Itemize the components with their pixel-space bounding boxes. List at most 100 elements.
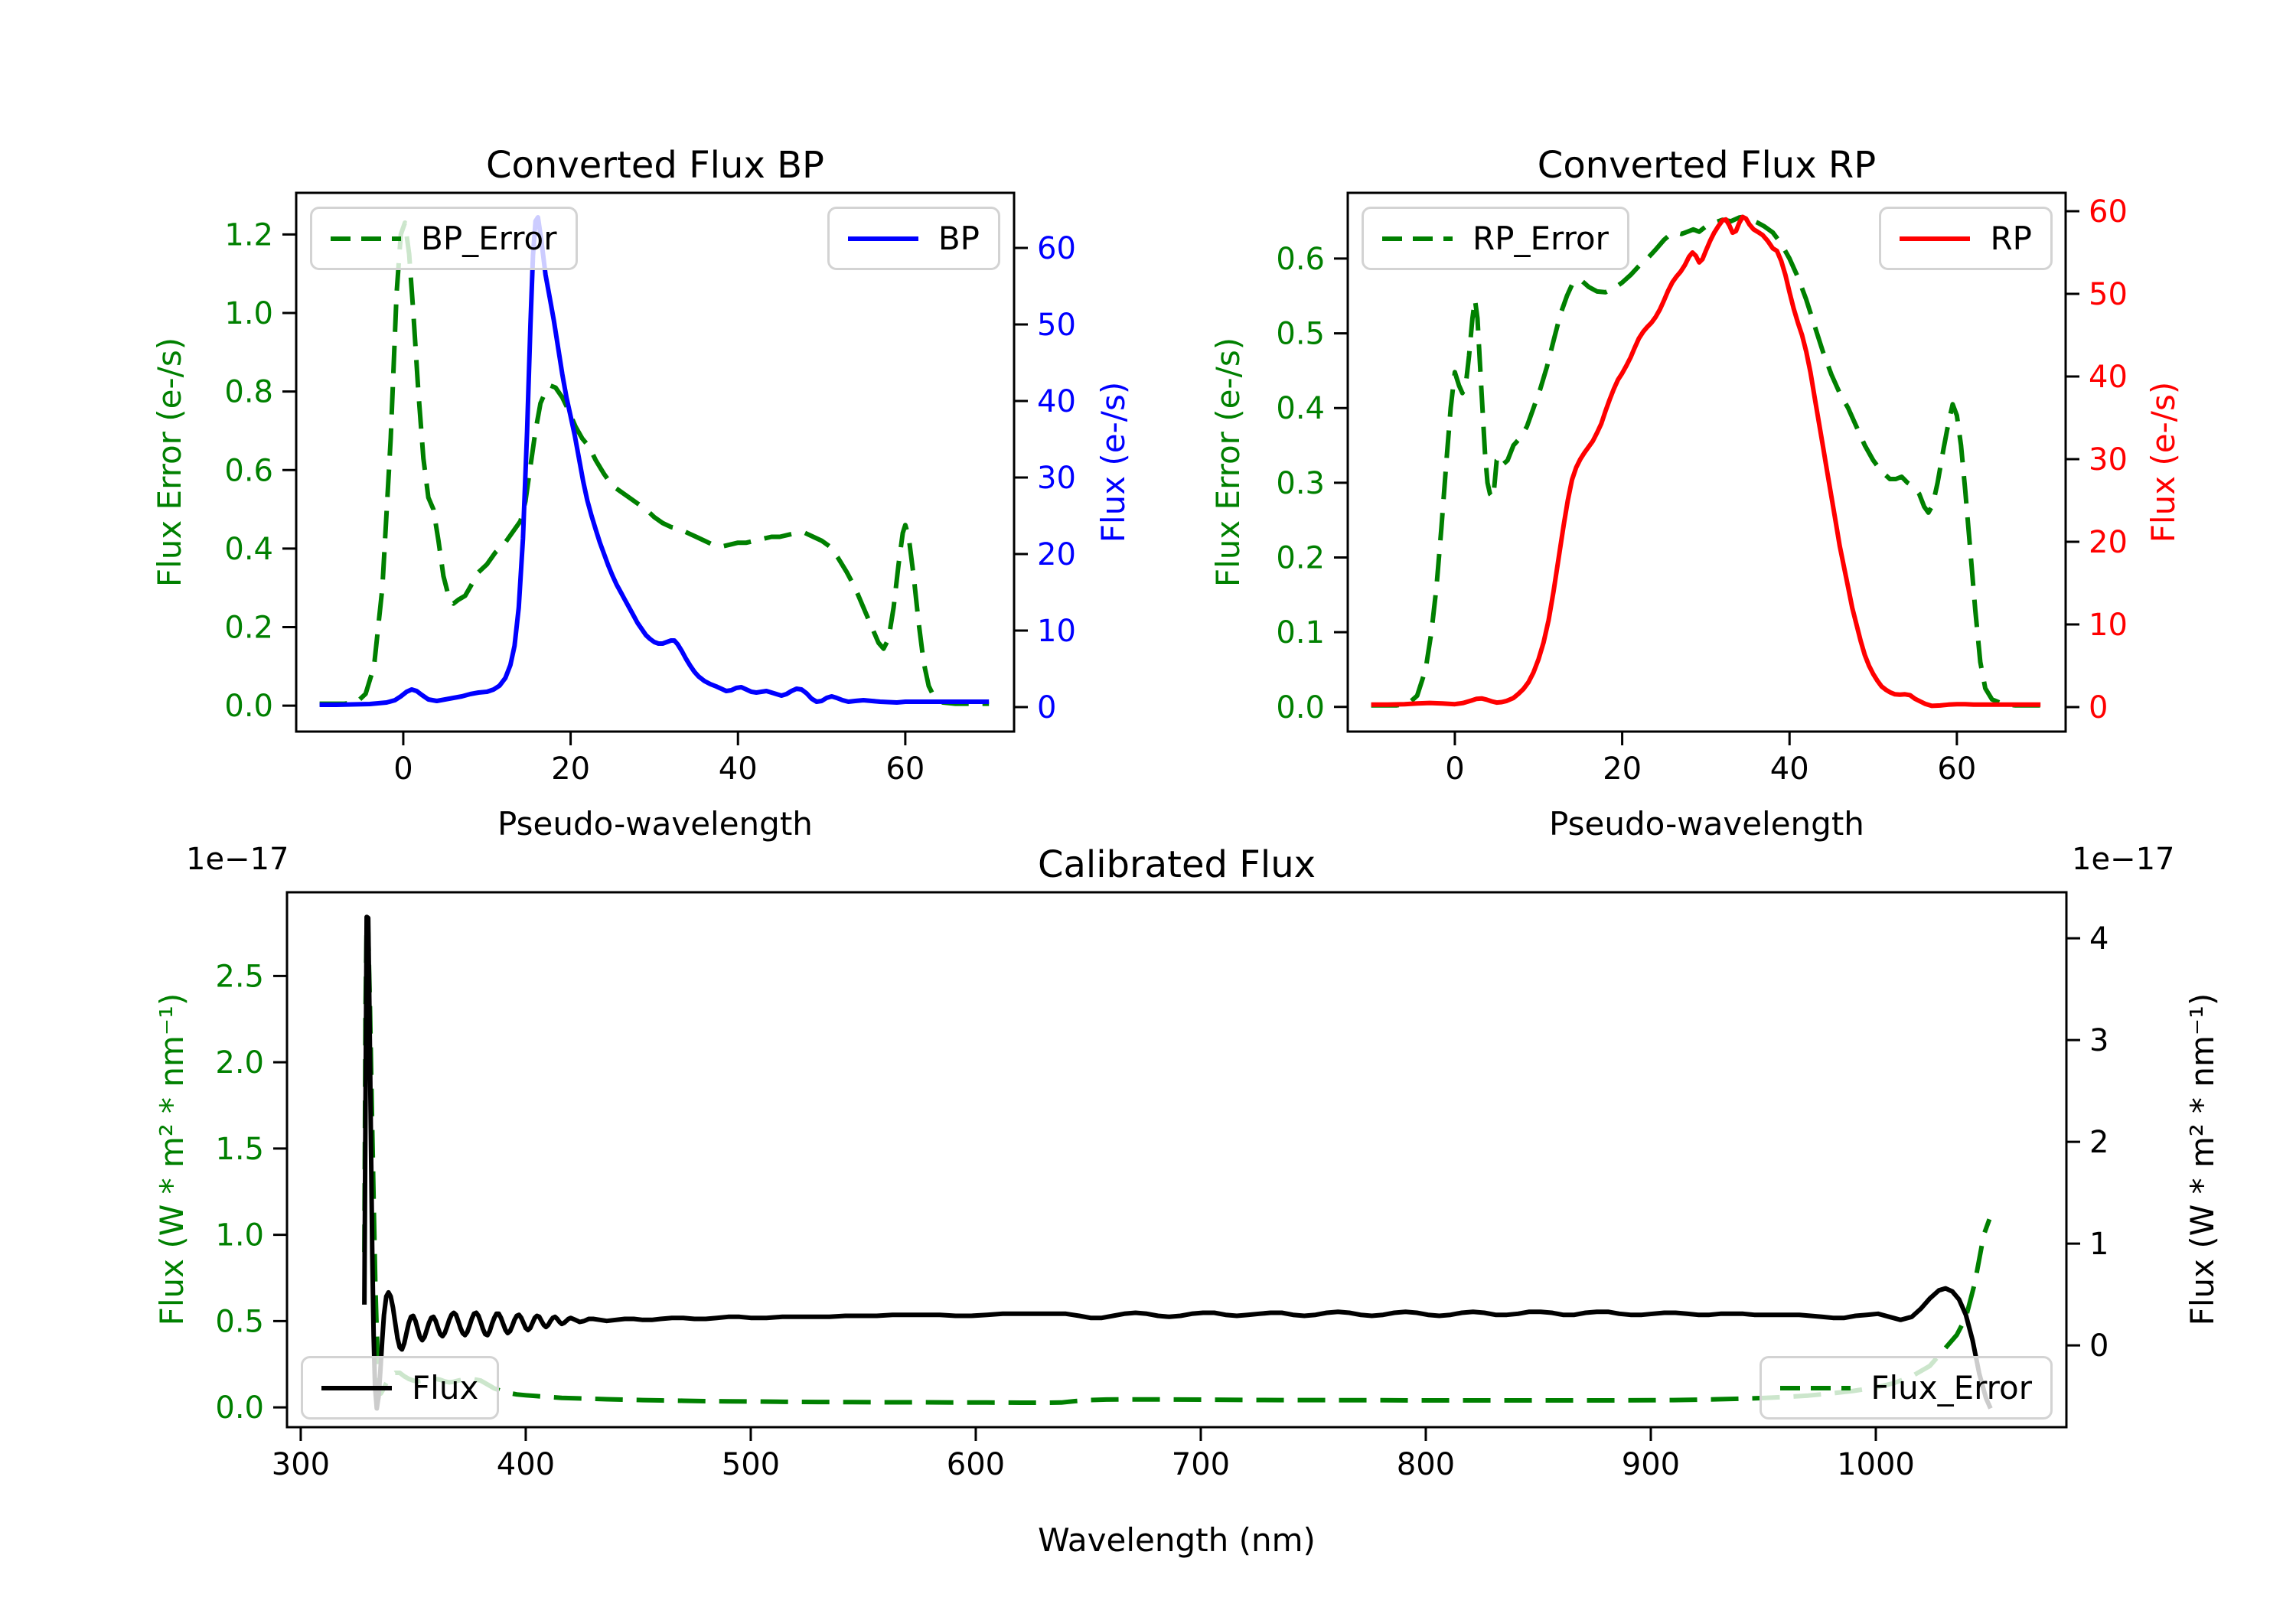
svg-text:60: 60 (2089, 194, 2128, 230)
svg-text:30: 30 (2089, 442, 2128, 478)
svg-text:0.8: 0.8 (224, 375, 273, 410)
legend-label-rp-error: RP_Error (1473, 220, 1609, 257)
svg-text:0.0: 0.0 (1276, 690, 1325, 725)
svg-text:20: 20 (1603, 751, 1642, 787)
bp-error-line-icon (331, 236, 401, 241)
legend-label-rp: RP (1990, 220, 2032, 257)
svg-text:40: 40 (1037, 384, 1076, 419)
xlabel-bp: Pseudo-wavelength (497, 805, 813, 843)
svg-text:0.2: 0.2 (224, 611, 273, 646)
svg-text:0.4: 0.4 (224, 532, 273, 567)
svg-text:0: 0 (1037, 690, 1056, 725)
svg-text:800: 800 (1397, 1447, 1455, 1482)
ylabel-rp-flux-error: Flux Error (e-/s) (1209, 337, 1247, 588)
rp-line-icon (1900, 236, 1971, 241)
flux-curve (362, 914, 1993, 1411)
svg-text:0: 0 (2089, 690, 2108, 725)
svg-text:0: 0 (393, 751, 413, 787)
legend-label-bp-error: BP_Error (421, 220, 557, 257)
svg-text:300: 300 (272, 1447, 330, 1482)
title-calibrated-flux: Calibrated Flux (1037, 843, 1316, 886)
title-converted-flux-rp: Converted Flux RP (1537, 144, 1877, 187)
spines-rp (1346, 191, 2067, 733)
legend-label-bp: BP (938, 220, 980, 257)
svg-text:20: 20 (1037, 537, 1076, 572)
svg-text:0: 0 (2089, 1328, 2108, 1364)
legend-bp-error: BP_Error (310, 207, 578, 270)
svg-text:40: 40 (719, 751, 758, 787)
legend-label-flux: Flux (412, 1369, 479, 1407)
svg-text:20: 20 (551, 751, 590, 787)
svg-text:60: 60 (885, 751, 925, 787)
svg-text:60: 60 (1937, 751, 1976, 787)
svg-text:0.1: 0.1 (1276, 615, 1325, 650)
svg-text:1.2: 1.2 (224, 217, 273, 253)
svg-text:50: 50 (1037, 308, 1076, 343)
svg-text:20: 20 (2089, 525, 2128, 560)
svg-text:0.6: 0.6 (224, 453, 273, 488)
spines-bp (295, 191, 1016, 733)
offset-text-right: 1e−17 (2072, 842, 2175, 877)
ylabel-cal-flux-right: Flux (W * m² * nm⁻¹) (2183, 993, 2221, 1326)
flux-error-curve (362, 920, 1992, 1405)
bp-error-curve (319, 220, 990, 706)
svg-text:1.5: 1.5 (215, 1132, 264, 1167)
rp-error-line-icon (1382, 236, 1453, 241)
axes-rp: 0 20 40 60 0.0 0.1 0.2 0.3 0.4 0.5 0.6 0 10 20 30 40 50 6… (1276, 191, 2128, 787)
svg-text:0.5: 0.5 (215, 1304, 264, 1339)
svg-text:60: 60 (1037, 231, 1076, 266)
svg-text:700: 700 (1172, 1447, 1230, 1482)
svg-text:1.0: 1.0 (215, 1218, 264, 1253)
svg-text:0.0: 0.0 (224, 689, 273, 724)
svg-text:0: 0 (1445, 751, 1464, 787)
flux-error-line-icon (1780, 1385, 1851, 1390)
svg-text:50: 50 (2089, 277, 2128, 312)
ylabel-cal-flux-left: Flux (W * m² * nm⁻¹) (153, 993, 191, 1326)
svg-text:2.5: 2.5 (215, 959, 264, 994)
title-converted-flux-bp: Converted Flux BP (486, 144, 824, 187)
bp-curve (319, 215, 990, 707)
svg-text:40: 40 (1770, 751, 1809, 787)
axes-bp: 0 20 40 60 0.0 0.2 0.4 0.6 0.8 1.0 1.2 0 10 20 30 40 50 6… (224, 191, 1076, 787)
ticks-cal: 300 400 500 600 700 800 900 1000 0.0 0.5 1.0 1.5 2.0… (215, 921, 2108, 1482)
svg-text:1.0: 1.0 (224, 296, 273, 331)
ticks-bp: 0 20 40 60 0.0 0.2 0.4 0.6 0.8 1.0 1.2 0 10 20 30 40 50 6… (224, 217, 1076, 787)
svg-text:0.4: 0.4 (1276, 391, 1325, 426)
bp-line-icon (847, 236, 918, 241)
svg-text:0.2: 0.2 (1276, 540, 1325, 575)
legend-label-flux-error: Flux_Error (1870, 1369, 2032, 1407)
svg-text:30: 30 (1037, 461, 1076, 496)
svg-text:0.0: 0.0 (215, 1390, 264, 1426)
svg-text:4: 4 (2089, 921, 2108, 957)
svg-text:2.0: 2.0 (215, 1045, 264, 1081)
svg-text:0.6: 0.6 (1276, 242, 1325, 277)
offset-text-left: 1e−17 (186, 842, 289, 877)
ylabel-rp-flux: Flux (e-/s) (2144, 381, 2182, 543)
flux-line-icon (321, 1385, 392, 1390)
ylabel-bp-flux-error: Flux Error (e-/s) (151, 337, 188, 588)
rp-error-curve (1371, 214, 2041, 708)
svg-text:400: 400 (497, 1447, 555, 1482)
legend-flux-error: Flux_Error (1760, 1356, 2053, 1420)
svg-text:500: 500 (722, 1447, 780, 1482)
ticks-rp: 0 20 40 60 0.0 0.1 0.2 0.3 0.4 0.5 0.6 0 10 20 30 40 50 6… (1276, 194, 2128, 787)
svg-text:3: 3 (2089, 1023, 2108, 1058)
svg-text:0.3: 0.3 (1276, 466, 1325, 501)
legend-rp: RP (1879, 207, 2053, 270)
svg-text:1000: 1000 (1837, 1447, 1915, 1482)
xlabel-rp: Pseudo-wavelength (1549, 805, 1864, 843)
svg-text:10: 10 (1037, 614, 1076, 649)
svg-text:40: 40 (2089, 360, 2128, 395)
svg-text:1: 1 (2089, 1227, 2108, 1262)
ylabel-bp-flux: Flux (e-/s) (1094, 381, 1132, 543)
legend-rp-error: RP_Error (1362, 207, 1629, 270)
axes-cal: 300 400 500 600 700 800 900 1000 0.0 0.5 1.0 1.5 2.0… (215, 891, 2108, 1482)
rp-curve (1371, 214, 2041, 709)
legend-bp: BP (827, 207, 1000, 270)
spines-cal (285, 891, 2068, 1429)
svg-text:0.5: 0.5 (1276, 317, 1325, 352)
legend-flux: Flux (301, 1356, 500, 1420)
svg-text:600: 600 (947, 1447, 1005, 1482)
svg-text:900: 900 (1622, 1447, 1680, 1482)
